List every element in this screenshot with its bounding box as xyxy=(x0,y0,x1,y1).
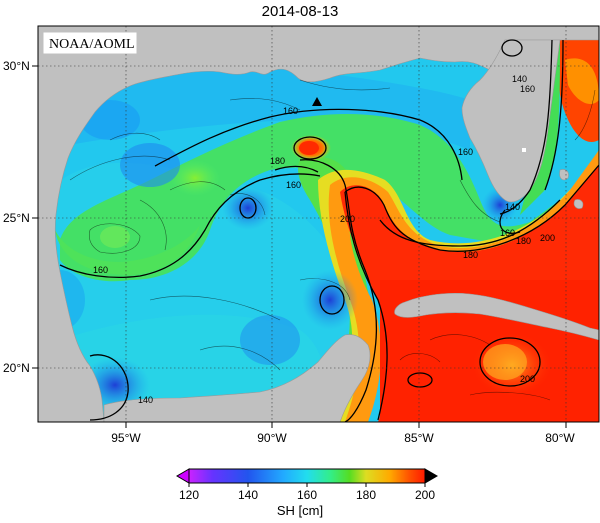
contour-label: 140 xyxy=(512,74,527,84)
colorbar: 120 140 160 180 200 xyxy=(176,468,438,502)
lat-tick-label: 20°N xyxy=(3,361,30,375)
map-frame xyxy=(37,25,600,423)
contour-label: 180 xyxy=(463,250,478,260)
contour-label: 180 xyxy=(270,156,285,166)
lat-tick-label: 25°N xyxy=(3,211,30,225)
colorbar-label: SH [cm] xyxy=(276,503,324,518)
contour-label: 160 xyxy=(283,106,298,116)
colorbar-tick-label: 140 xyxy=(238,488,258,502)
colorbar-tick-label: 120 xyxy=(179,488,199,502)
colorbar-tick-label: 180 xyxy=(356,488,376,502)
colorbar-tick-label: 160 xyxy=(297,488,317,502)
contour-label: 160 xyxy=(458,147,473,157)
contour-label: 160 xyxy=(286,180,301,190)
lon-tick-label: 80°W xyxy=(545,431,575,445)
buoy-marker-icon xyxy=(312,97,322,106)
contour-label: 160 xyxy=(93,265,108,275)
lat-tick-label: 30°N xyxy=(3,59,30,73)
colorbar-low-arrow xyxy=(176,468,190,484)
green-band xyxy=(60,114,560,282)
lon-tick-label: 90°W xyxy=(257,431,287,445)
axis-ticks xyxy=(32,65,567,428)
contour-label: 200 xyxy=(340,214,355,224)
source-label: NOAA/AOML xyxy=(49,37,135,52)
map-title: 2014-08-13 xyxy=(261,3,339,20)
contour-label: 140 xyxy=(138,395,153,405)
source-label-box xyxy=(43,32,137,54)
contour-label: 180 xyxy=(516,236,531,246)
contours-major xyxy=(59,39,599,422)
contour-label: 140 xyxy=(505,202,520,212)
colorbar-tick-label: 200 xyxy=(415,488,435,502)
contour-label: 200 xyxy=(540,233,555,243)
contour-label: 160 xyxy=(520,84,535,94)
island-mark xyxy=(522,148,526,152)
lon-tick-label: 85°W xyxy=(404,431,434,445)
contour-label-group: 160 180 160 200 160 160 180 160 180 140 … xyxy=(93,74,555,405)
colorbar-high-arrow xyxy=(424,468,438,484)
land xyxy=(38,26,599,422)
contour-label: 160 xyxy=(500,228,515,238)
grid xyxy=(38,26,599,422)
contours-minor xyxy=(69,79,596,401)
colorbar-gradient xyxy=(188,468,426,484)
lon-tick-label: 95°W xyxy=(111,431,141,445)
contour-label: 200 xyxy=(520,374,535,384)
